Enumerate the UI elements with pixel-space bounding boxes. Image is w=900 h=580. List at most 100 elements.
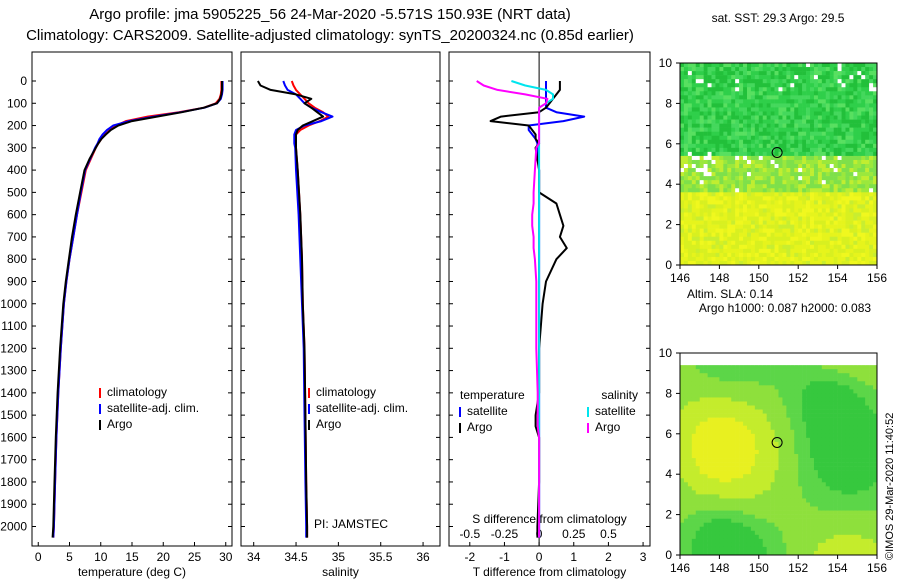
map-cell (711, 139, 716, 145)
map-cell (683, 147, 689, 153)
map-cell (750, 79, 756, 84)
map-cell (837, 401, 842, 406)
map-cell (699, 474, 704, 479)
map-cell (731, 240, 736, 246)
map-cell (735, 534, 740, 540)
map-cell (837, 474, 842, 479)
map-cell (743, 164, 748, 169)
map-cell (680, 139, 685, 145)
map-cell (794, 466, 799, 471)
map-cell (786, 437, 791, 443)
map-cell (813, 361, 819, 366)
map-cell (849, 441, 854, 447)
map-cell (865, 155, 870, 161)
map-cell (758, 252, 764, 258)
map-cell (746, 99, 752, 104)
map-cell (837, 151, 842, 157)
map-cell (774, 131, 779, 137)
map-cell (869, 123, 874, 128)
map-cell (739, 200, 744, 205)
map-cell (758, 188, 764, 193)
map-cell (817, 518, 823, 523)
map-cell (703, 373, 708, 378)
map-cell (766, 139, 771, 145)
map-cell (750, 445, 756, 451)
map-cell (691, 248, 697, 254)
map-cell (806, 514, 811, 519)
map-cell (695, 159, 700, 165)
map-cell (845, 216, 850, 221)
map-cell (758, 494, 764, 499)
x-tick-label: 35.5 (369, 550, 393, 564)
map-cell (723, 361, 728, 366)
map-cell (766, 486, 771, 491)
map-cell (683, 449, 689, 455)
map-cell (821, 91, 827, 96)
map-cell (735, 220, 740, 225)
map-cell (703, 188, 708, 193)
map-cell (727, 449, 732, 455)
map-cell (715, 147, 720, 153)
map-cell (782, 224, 787, 229)
map-cell (845, 502, 850, 507)
map-cell (754, 91, 760, 96)
map-cell (778, 232, 783, 238)
map-cell (782, 184, 787, 189)
map-cell (794, 498, 799, 503)
map-cell (829, 176, 834, 181)
map-cell (723, 389, 728, 394)
map-cell (849, 377, 854, 382)
map-cell (699, 389, 704, 394)
map-cell (746, 421, 752, 427)
map-cell (806, 115, 811, 120)
map-cell (680, 123, 685, 128)
map-cell (802, 377, 807, 382)
map-cell (869, 83, 874, 88)
map-cell (699, 192, 704, 197)
map-cell (683, 357, 689, 362)
map-cell (723, 228, 728, 233)
map-cell (778, 139, 783, 145)
map-cell (841, 63, 846, 68)
map-cell (825, 522, 831, 528)
depth-tick-label: 300 (7, 141, 27, 155)
map-cell (687, 91, 693, 96)
map-cell (743, 546, 748, 552)
map-cell (845, 79, 850, 84)
map-cell (798, 413, 803, 418)
map-cell (794, 204, 799, 209)
map-cell (806, 240, 811, 246)
map-cell (817, 425, 823, 431)
map-cell (719, 437, 724, 443)
map-cell (719, 168, 724, 173)
map-cell (833, 252, 838, 258)
map-cell (806, 220, 811, 225)
map-cell (813, 159, 819, 165)
map-cell (869, 159, 874, 165)
map-cell (790, 208, 795, 213)
map-cell (758, 63, 764, 68)
map-cell (687, 526, 693, 532)
map-cell (841, 405, 846, 410)
map-cell (699, 151, 704, 157)
map-cell (727, 248, 732, 254)
map-cell (711, 184, 716, 189)
map-cell (703, 151, 708, 157)
map-cell (766, 220, 771, 225)
map-cell (778, 526, 783, 532)
map-cell (794, 164, 799, 169)
map-cell (825, 95, 831, 100)
map-cell (833, 172, 838, 177)
map-cell (703, 397, 708, 402)
map-cell (703, 99, 708, 104)
map-cell (754, 155, 760, 161)
map-cell (810, 216, 815, 221)
map-cell (687, 168, 693, 173)
map-cell (680, 220, 685, 225)
map-cell (691, 365, 697, 370)
map-cell (853, 433, 858, 439)
map-cell (758, 385, 764, 390)
map-cell (739, 240, 744, 246)
map-cell (861, 107, 866, 112)
map-cell (703, 405, 708, 410)
